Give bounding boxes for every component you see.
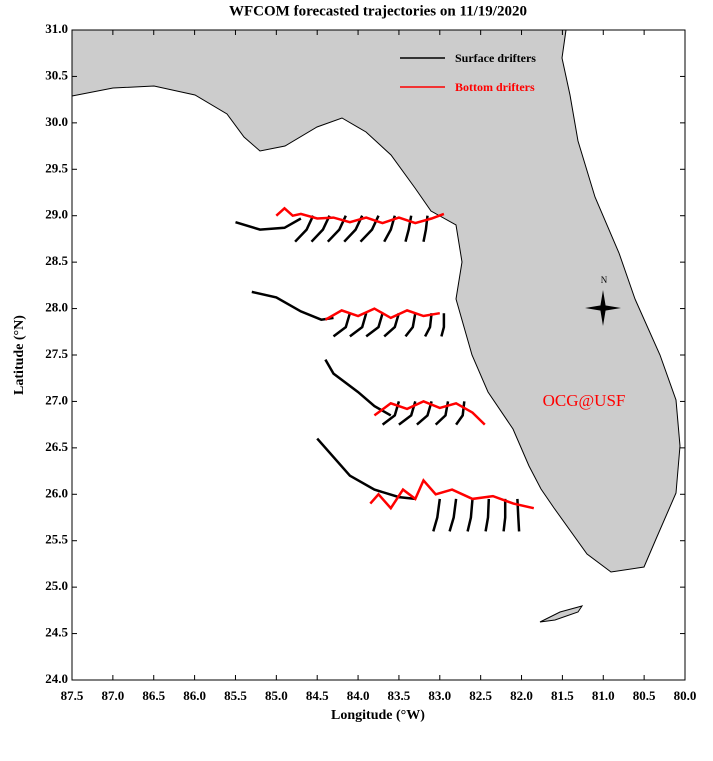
svg-text:N: N [601,275,608,285]
y-tick-label: 30.5 [45,67,68,82]
x-tick-label: 87.5 [61,688,84,703]
trajectory [365,312,384,338]
x-tick-label: 82.5 [469,688,492,703]
y-tick-label: 30.0 [45,114,68,129]
trajectory [332,312,352,338]
trajectory [404,312,417,338]
y-axis-label: Latitude (°N) [12,315,27,395]
x-tick-label: 87.0 [101,688,124,703]
keys [539,605,584,623]
trajectory [432,498,442,532]
trajectory [466,498,474,532]
trajectory [416,401,433,426]
trajectory [383,312,401,338]
annotation: OCG@USF [543,391,626,410]
y-tick-label: 27.0 [45,392,68,407]
x-tick-label: 82.0 [510,688,533,703]
trajectory [440,313,446,337]
y-tick-label: 26.5 [45,439,68,454]
legend-label: Bottom drifters [455,80,535,94]
y-tick-label: 27.5 [45,346,68,361]
x-tick-label: 81.5 [551,688,574,703]
trajectory [294,215,315,243]
x-axis-label: Longitude (°W) [331,708,425,723]
x-tick-label: 85.5 [224,688,247,703]
y-tick-label: 24.5 [45,625,68,640]
y-tick-label: 24.0 [45,671,68,686]
trajectory [235,217,302,231]
y-tick-label: 29.5 [45,160,68,175]
trajectory [484,498,491,532]
x-tick-label: 80.0 [674,688,697,703]
chart-title: WFCOM forecasted trajectories on 11/19/2… [229,3,527,19]
compass: N [585,275,621,326]
trajectory [316,437,416,501]
x-tick-label: 83.5 [388,688,411,703]
trajectory [423,313,433,337]
legend-label: Surface drifters [455,51,536,65]
y-tick-label: 28.5 [45,253,68,268]
x-tick-label: 84.0 [347,688,370,703]
land [71,29,681,573]
y-tick-label: 26.0 [45,485,68,500]
trajectory [349,312,368,338]
trajectory [369,478,535,511]
y-tick-label: 31.0 [45,21,68,36]
x-tick-label: 85.0 [265,688,288,703]
x-tick-label: 81.0 [592,688,615,703]
trajectory [324,358,392,417]
trajectory [455,401,466,426]
trajectory [502,498,507,532]
y-tick-label: 25.5 [45,532,68,547]
x-tick-label: 86.0 [183,688,206,703]
trajectory [448,498,458,532]
y-tick-label: 29.0 [45,207,68,222]
y-tick-label: 28.0 [45,300,68,315]
x-tick-label: 83.0 [428,688,451,703]
x-tick-label: 86.5 [142,688,165,703]
trajectory [310,215,331,243]
x-tick-label: 84.5 [306,688,329,703]
trajectory [324,307,441,321]
x-tick-label: 80.5 [633,688,656,703]
trajectory [275,206,445,225]
trajectory [373,400,486,426]
y-tick-label: 25.0 [45,578,68,593]
